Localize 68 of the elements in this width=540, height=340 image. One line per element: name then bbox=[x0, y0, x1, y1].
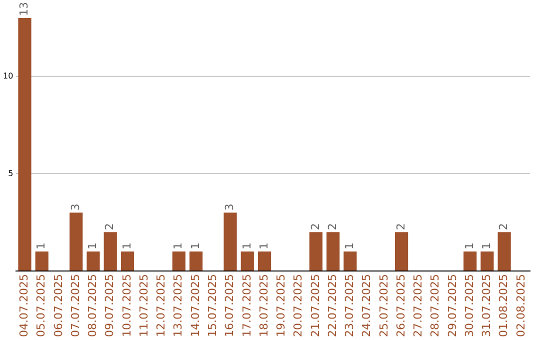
x-tick-label: 01.08.2025 bbox=[497, 274, 510, 338]
x-tick-label: 11.07.2025 bbox=[137, 274, 150, 338]
x-tick-label: 30.07.2025 bbox=[462, 274, 476, 338]
data-label: 13 bbox=[18, 2, 31, 16]
data-label: 1 bbox=[343, 242, 356, 250]
bar bbox=[224, 212, 237, 271]
data-label: 1 bbox=[240, 242, 254, 250]
data-label: 1 bbox=[86, 242, 100, 250]
x-tick-label: 18.07.2025 bbox=[257, 274, 270, 338]
x-tick-label: 17.07.2025 bbox=[240, 274, 254, 338]
data-label: 1 bbox=[34, 242, 48, 250]
bar bbox=[326, 232, 340, 271]
bar bbox=[120, 252, 134, 271]
x-tick-label: 04.07.2025 bbox=[18, 274, 31, 338]
x-tick-label: 08.07.2025 bbox=[86, 274, 100, 338]
x-tick-label: 09.07.2025 bbox=[103, 274, 116, 338]
x-tick-label: 25.07.2025 bbox=[377, 274, 390, 338]
x-tick-label: 10.07.2025 bbox=[120, 274, 134, 338]
bar bbox=[35, 252, 48, 271]
bar bbox=[309, 232, 322, 271]
data-label: 3 bbox=[223, 204, 236, 211]
bar bbox=[172, 252, 186, 271]
x-tick-label: 21.07.2025 bbox=[308, 274, 322, 338]
x-tick-label: 23.07.2025 bbox=[343, 274, 356, 338]
x-tick-label: 26.07.2025 bbox=[394, 274, 408, 338]
bar bbox=[189, 252, 203, 271]
bar bbox=[344, 252, 357, 271]
data-label: 2 bbox=[103, 223, 116, 230]
data-label: 1 bbox=[257, 242, 270, 250]
x-tick-label: 20.07.2025 bbox=[292, 274, 305, 338]
data-label: 1 bbox=[480, 242, 494, 250]
x-tick-label: 06.07.2025 bbox=[52, 274, 65, 338]
bar bbox=[394, 232, 408, 271]
x-tick-label: 16.07.2025 bbox=[223, 274, 236, 338]
bar bbox=[258, 252, 272, 271]
bar bbox=[70, 212, 83, 271]
x-tick-label: 05.07.2025 bbox=[34, 274, 48, 338]
x-tick-label: 13.07.2025 bbox=[172, 274, 185, 338]
bar bbox=[240, 252, 254, 271]
bar bbox=[104, 232, 117, 271]
bar bbox=[480, 252, 494, 271]
data-label: 1 bbox=[172, 242, 185, 250]
x-tick-label: 02.08.2025 bbox=[514, 274, 528, 338]
x-tick-label: 24.07.2025 bbox=[360, 274, 374, 338]
bar bbox=[86, 252, 100, 271]
x-tick-label: 31.07.2025 bbox=[480, 274, 494, 338]
data-label: 2 bbox=[326, 223, 339, 230]
bar bbox=[464, 252, 477, 271]
x-tick-label: 22.07.2025 bbox=[326, 274, 339, 338]
x-tick-label: 29.07.2025 bbox=[446, 274, 459, 338]
bar bbox=[18, 18, 32, 271]
y-tick-label: 10 bbox=[2, 71, 14, 80]
x-tick-label: 07.07.2025 bbox=[68, 274, 82, 338]
x-tick-label: 15.07.2025 bbox=[206, 274, 220, 338]
data-label: 2 bbox=[394, 223, 408, 230]
data-label: 3 bbox=[68, 204, 82, 211]
x-tick-label: 28.07.2025 bbox=[428, 274, 442, 338]
data-label: 2 bbox=[308, 223, 322, 230]
data-label: 1 bbox=[462, 242, 476, 250]
data-label: 2 bbox=[497, 223, 510, 230]
x-tick-label: 19.07.2025 bbox=[274, 274, 288, 338]
x-tick-label: 14.07.2025 bbox=[188, 274, 202, 338]
data-label: 1 bbox=[120, 242, 134, 250]
data-label: 1 bbox=[188, 242, 202, 250]
x-tick-label: 27.07.2025 bbox=[412, 274, 425, 338]
y-tick-label: 5 bbox=[8, 168, 14, 178]
bar bbox=[498, 232, 511, 271]
x-tick-label: 12.07.2025 bbox=[154, 274, 168, 338]
